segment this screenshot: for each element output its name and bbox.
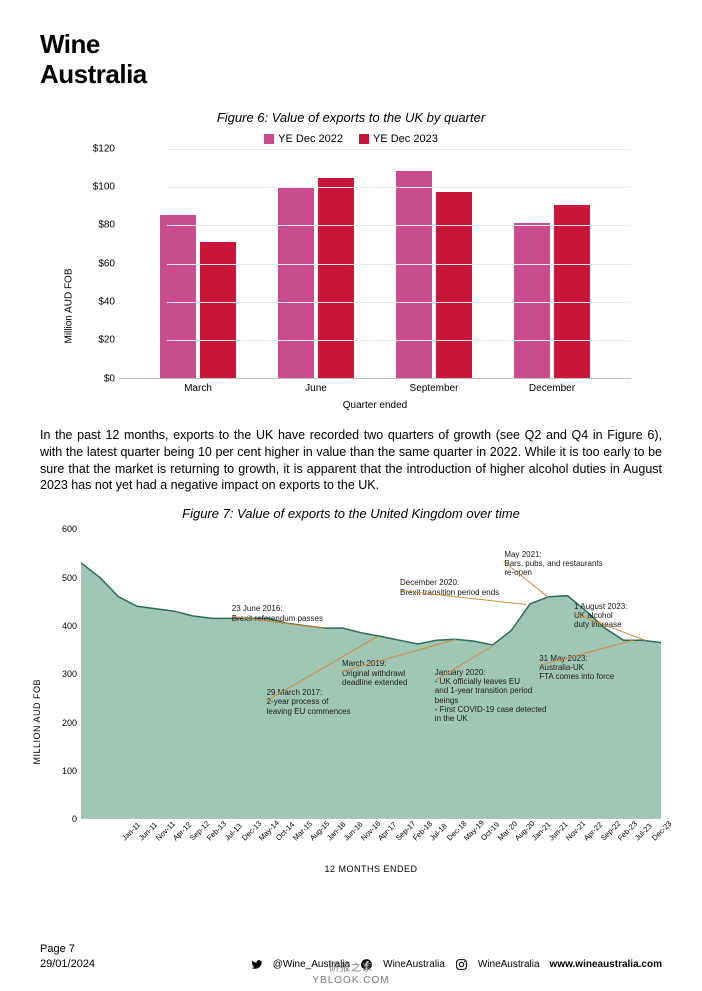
figure7-annotation: 31 May 2023: Australia-UK FTA comes into… bbox=[539, 654, 614, 682]
watermark: 研报之家 YBLOOK.COM bbox=[312, 963, 389, 987]
figure6-ytick: $60 bbox=[98, 258, 115, 269]
figure7-xtick: Jan-21 bbox=[530, 829, 543, 842]
figure7-ytick: 0 bbox=[72, 814, 77, 824]
figure6-xtick: December bbox=[512, 383, 592, 394]
figure7-ytick: 200 bbox=[62, 718, 77, 728]
bar-group bbox=[514, 205, 590, 378]
footer-date: 29/01/2024 bbox=[40, 957, 95, 971]
figure7-xtick: Nov-11 bbox=[154, 829, 167, 842]
body-paragraph: In the past 12 months, exports to the UK… bbox=[40, 427, 662, 495]
figure7-xtick: Sep-22 bbox=[599, 829, 612, 842]
figure7-xtick: Apr-17 bbox=[376, 829, 389, 842]
figure7-xtick: Oct-14 bbox=[274, 829, 287, 842]
logo-line2: Australia bbox=[40, 60, 662, 90]
figure6-ytick: $40 bbox=[98, 297, 115, 308]
figure6-xlabel: Quarter ended bbox=[119, 400, 631, 411]
legend-item-2022: YE Dec 2022 bbox=[264, 133, 343, 145]
figure7-ytick: 500 bbox=[62, 573, 77, 583]
figure7-xtick: Jan-11 bbox=[120, 829, 133, 842]
figure7-xtick: Jan-16 bbox=[325, 829, 338, 842]
bar bbox=[318, 178, 354, 377]
figure7-xtick: Jul-23 bbox=[633, 829, 646, 842]
figure7-xtick: Sep-12 bbox=[188, 829, 201, 842]
figure6-ytick: $100 bbox=[93, 182, 115, 193]
figure7-xtick: Feb-18 bbox=[411, 829, 424, 842]
figure7-ytick: 100 bbox=[62, 766, 77, 776]
website-link: www.wineaustralia.com bbox=[550, 959, 662, 970]
bar-group bbox=[396, 171, 472, 378]
figure7-xtick: Feb-13 bbox=[205, 829, 218, 842]
legend-item-2023: YE Dec 2023 bbox=[359, 133, 438, 145]
bar-group bbox=[278, 178, 354, 377]
bar bbox=[396, 171, 432, 378]
figure7-ytick: 300 bbox=[62, 669, 77, 679]
figure7-xtick: Oct-19 bbox=[479, 829, 492, 842]
facebook-handle: WineAustralia bbox=[383, 959, 445, 970]
logo-line1: Wine bbox=[40, 30, 662, 60]
figure7-xtick: Nov-16 bbox=[359, 829, 372, 842]
watermark-line2: YBLOOK.COM bbox=[312, 975, 389, 987]
figure7-annotation: 23 June 2016: Brexit referendum passes bbox=[232, 604, 323, 622]
figure6-ytick: $0 bbox=[104, 373, 115, 384]
figure6-ytick: $20 bbox=[98, 335, 115, 346]
figure7-xtick: Feb-23 bbox=[616, 829, 629, 842]
instagram-icon bbox=[455, 958, 468, 971]
figure7-xtick: Mar-20 bbox=[496, 829, 509, 842]
figure6-gridline bbox=[167, 149, 631, 150]
wine-australia-logo: Wine Australia bbox=[40, 30, 662, 90]
bar bbox=[160, 215, 196, 378]
watermark-line1: 研报之家 bbox=[312, 963, 389, 975]
figure7-xtick: Dec-18 bbox=[445, 829, 458, 842]
figure7-xtick: Aug-15 bbox=[308, 829, 321, 842]
figure6-ytick: $120 bbox=[93, 143, 115, 154]
bar bbox=[278, 188, 314, 378]
figure7-xtick: Nov-21 bbox=[564, 829, 577, 842]
figure6-ytick: $80 bbox=[98, 220, 115, 231]
figure7-xtick: Sep-17 bbox=[393, 829, 406, 842]
bar bbox=[200, 242, 236, 378]
bar-group bbox=[160, 215, 236, 378]
figure6-xtick: June bbox=[276, 383, 356, 394]
bar bbox=[514, 223, 550, 378]
figure6-legend: YE Dec 2022 YE Dec 2023 bbox=[71, 133, 631, 145]
figure6-xtick: September bbox=[394, 383, 474, 394]
instagram-handle: WineAustralia bbox=[478, 959, 540, 970]
bar bbox=[436, 192, 472, 378]
figure7-xtick: Jun-16 bbox=[342, 829, 355, 842]
figure7-ytick: 600 bbox=[62, 524, 77, 534]
footer-left: Page 7 29/01/2024 bbox=[40, 942, 95, 971]
page-number: Page 7 bbox=[40, 942, 95, 956]
figure7-xtick: Dec-23 bbox=[650, 829, 663, 842]
figure6-title: Figure 6: Value of exports to the UK by … bbox=[40, 110, 662, 125]
figure7-ylabel: MILLION AUD FOB bbox=[32, 679, 42, 765]
figure7-xtick: Apr-22 bbox=[581, 829, 594, 842]
figure7-xlabel: 12 MONTHS ENDED bbox=[81, 864, 661, 874]
figure7-xtick: Jun-21 bbox=[547, 829, 560, 842]
figure7-xtick: May-14 bbox=[257, 829, 270, 842]
figure7-xtick: Dec-13 bbox=[240, 829, 253, 842]
figure7-xtick: Apr-12 bbox=[171, 829, 184, 842]
figure6-xtick: March bbox=[158, 383, 238, 394]
figure7-chart: MILLION AUD FOB0100200300400500600 23 Ju… bbox=[41, 529, 661, 874]
figure7-xtick: Mar-15 bbox=[291, 829, 304, 842]
figure6-gridline bbox=[167, 264, 631, 265]
figure7-annotation: December 2020: Brexit transition period … bbox=[400, 578, 499, 596]
bar bbox=[554, 205, 590, 378]
figure7-xtick: Aug-20 bbox=[513, 829, 526, 842]
figure7-xtick: May-19 bbox=[462, 829, 475, 842]
figure6-ylabel: Million AUD FOB bbox=[64, 269, 75, 344]
figure6-gridline bbox=[167, 302, 631, 303]
figure6-gridline bbox=[167, 225, 631, 226]
figure7-xtick: Jul-13 bbox=[222, 829, 235, 842]
twitter-icon bbox=[250, 958, 263, 971]
figure7-ytick: 400 bbox=[62, 621, 77, 631]
figure6-chart: YE Dec 2022 YE Dec 2023 Million AUD FOB$… bbox=[71, 133, 631, 411]
figure7-annotation: March 2019: Original withdrawl deadline … bbox=[342, 659, 407, 687]
figure6-gridline bbox=[167, 340, 631, 341]
figure7-annotation: January 2020: - UK officially leaves EU … bbox=[435, 668, 555, 723]
figure7-title: Figure 7: Value of exports to the United… bbox=[40, 506, 662, 521]
figure6-gridline bbox=[167, 187, 631, 188]
figure7-xtick: Jul-18 bbox=[428, 829, 441, 842]
figure7-xtick: Jun-11 bbox=[137, 829, 150, 842]
